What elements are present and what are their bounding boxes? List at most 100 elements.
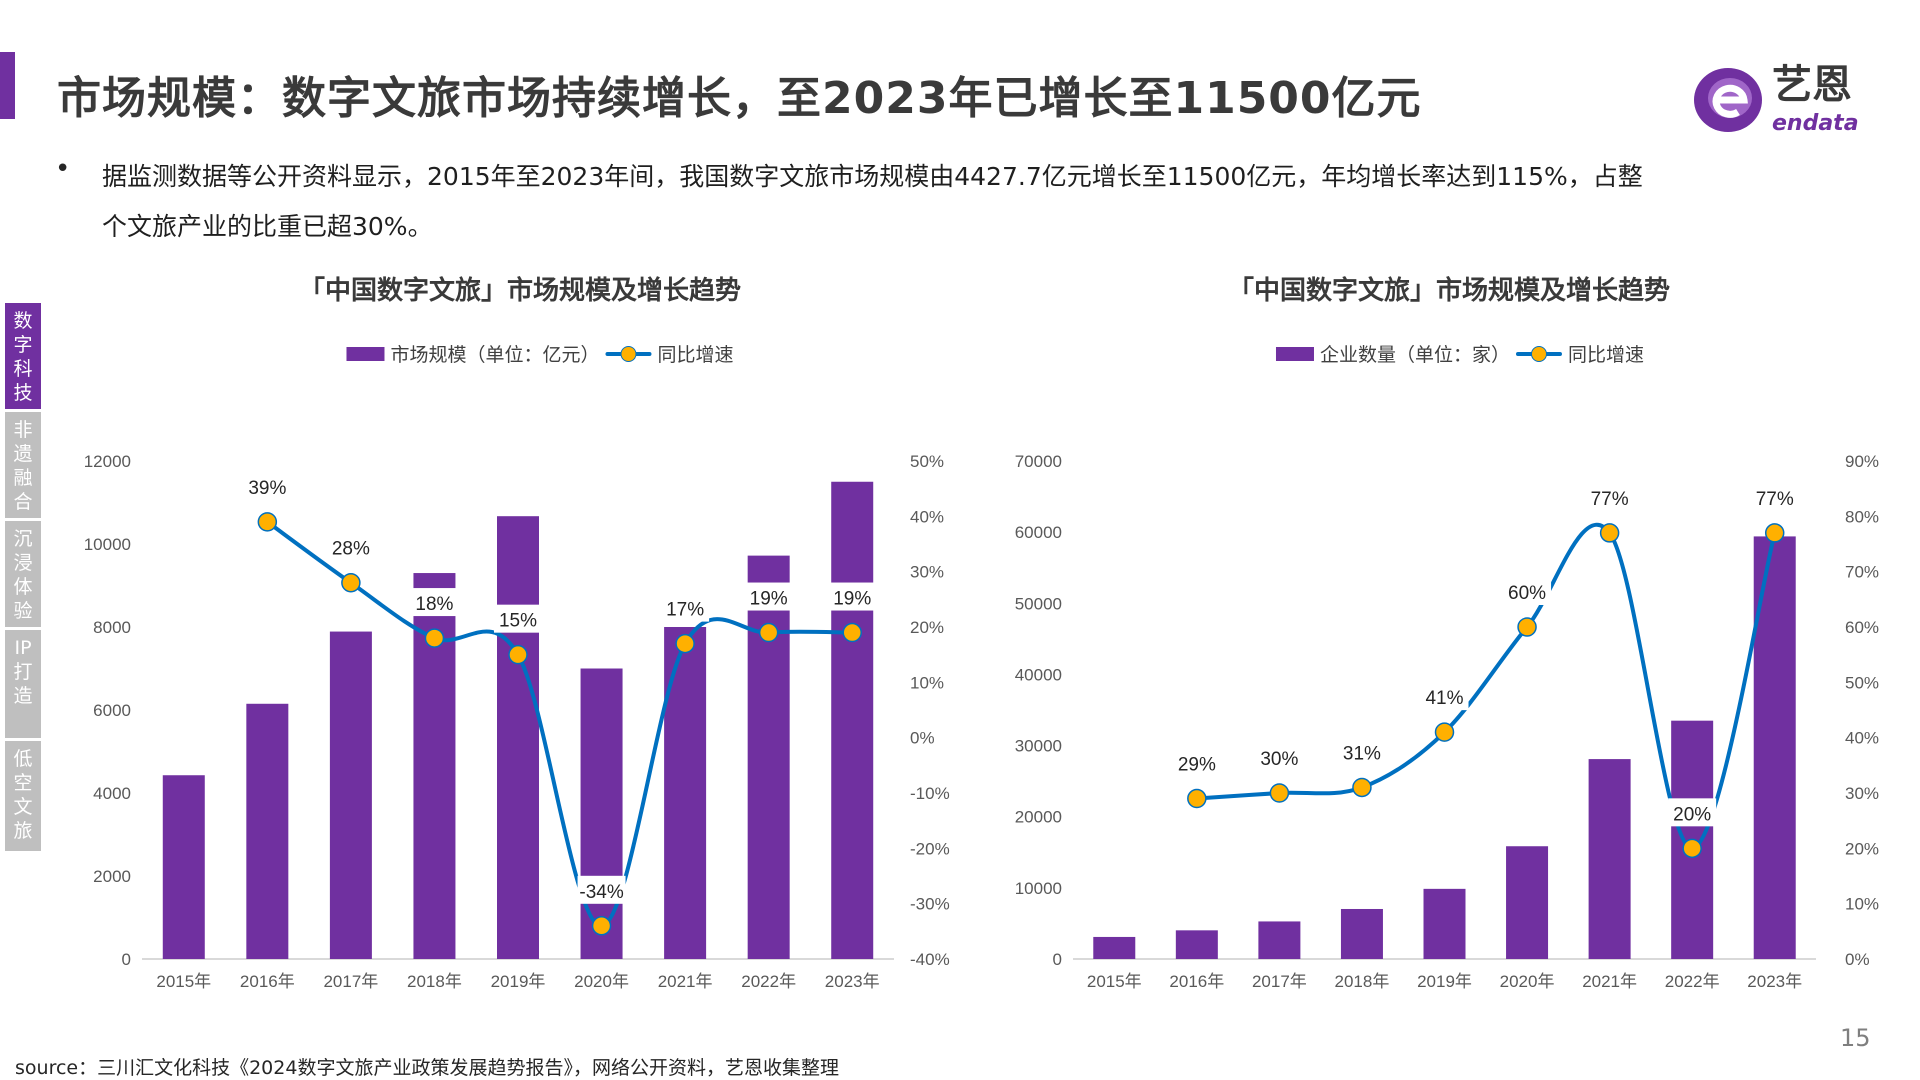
y-left-tick-label: 8000 — [93, 618, 131, 637]
bar — [1423, 888, 1466, 959]
growth-marker — [1352, 777, 1372, 798]
x-tick-label: 2018年 — [407, 972, 462, 991]
legend-bar-label: 市场规模（单位：亿元） — [390, 344, 600, 366]
data-label: 19% — [750, 589, 788, 610]
data-label-bg — [1668, 798, 1717, 827]
x-tick-label: 2023年 — [1747, 972, 1802, 991]
y-left-tick-label: 30000 — [1015, 737, 1062, 756]
growth-marker — [1187, 788, 1207, 809]
side-tab-digital-tech[interactable]: 数字科技 — [5, 303, 41, 409]
data-label: 77% — [1591, 489, 1629, 510]
x-tick-label: 2022年 — [1665, 972, 1720, 991]
x-tick-label: 2019年 — [491, 972, 546, 991]
y-right-tick-label: 40% — [1845, 729, 1879, 748]
x-tick-label: 2017年 — [323, 972, 378, 991]
data-label-bg — [1750, 482, 1799, 511]
y-right-tick-label: 90% — [1845, 452, 1879, 471]
data-label: 28% — [332, 539, 370, 560]
y-left-tick-label: 0 — [1053, 950, 1062, 969]
side-tab-immersive[interactable]: 沉浸体验 — [5, 521, 41, 627]
legend-bar-swatch — [1275, 346, 1314, 361]
growth-marker — [1764, 523, 1785, 543]
y-left-tick-label: 40000 — [1015, 665, 1062, 684]
chart1-title: 「中国数字文旅」市场规模及增长趋势 — [298, 276, 742, 306]
bar — [329, 631, 372, 959]
chart2-legend: 企业数量（单位：家） 同比增速 — [1275, 340, 1645, 367]
bar — [1175, 930, 1218, 959]
legend-line-label: 同比增速 — [1568, 344, 1645, 366]
x-tick-label: 2018年 — [1335, 972, 1390, 991]
growth-marker — [675, 633, 695, 654]
growth-marker — [1517, 617, 1537, 637]
data-label-bg — [410, 588, 459, 617]
y-right-tick-label: 40% — [910, 507, 944, 526]
source-note: source：三川汇文化科技《2024数字文旅产业政策发展趋势报告》，网络公开资… — [15, 1057, 839, 1079]
data-label: 17% — [666, 600, 704, 621]
bullet-mark: • — [55, 154, 71, 184]
y-right-tick-label: 30% — [1845, 784, 1879, 803]
legend-bar-label: 企业数量（单位：家） — [1319, 344, 1510, 366]
bar — [1258, 921, 1301, 959]
data-label-bg — [1503, 577, 1552, 605]
y-left-tick-label: 6000 — [93, 701, 131, 720]
y-left-tick-label: 10000 — [1015, 879, 1062, 898]
y-left-tick-label: 10000 — [84, 535, 131, 554]
growth-marker — [341, 572, 361, 593]
x-tick-label: 2016年 — [240, 972, 295, 991]
y-left-tick-label: 0 — [122, 950, 131, 969]
x-tick-label: 2016年 — [1169, 972, 1224, 991]
data-label-bg — [243, 471, 292, 500]
y-right-tick-label: 70% — [1845, 563, 1879, 582]
y-right-tick-label: 10% — [910, 673, 944, 692]
data-label-bg — [1420, 682, 1469, 711]
page-title: 市场规模：数字文旅市场持续增长，至2023年已增长至11500亿元 — [57, 73, 1422, 124]
summary-paragraph: 据监测数据等公开资料显示，2015年至2023年间，我国数字文旅市场规模由442… — [102, 162, 1643, 241]
bar — [747, 555, 790, 959]
data-label: 18% — [415, 594, 453, 615]
y-right-tick-label: 0% — [1845, 950, 1870, 969]
growth-marker — [508, 644, 528, 665]
y-right-tick-label: 50% — [910, 452, 944, 471]
growth-line — [266, 520, 853, 928]
chart2-title: 「中国数字文旅」市场规模及增长趋势 — [1227, 276, 1671, 306]
legend-line-label: 同比增速 — [657, 344, 734, 366]
data-label-bg — [744, 582, 793, 611]
data-label-bg — [577, 875, 626, 904]
bar — [246, 703, 289, 959]
growth-marker — [1599, 523, 1620, 543]
side-tab-ip[interactable]: IP打造 — [5, 630, 41, 738]
y-right-tick-label: 10% — [1845, 895, 1879, 914]
y-right-tick-label: -30% — [910, 895, 950, 914]
side-tab-heritage[interactable]: 非遗融合 — [5, 412, 41, 518]
growth-marker — [1682, 838, 1702, 859]
data-label: 41% — [1425, 688, 1463, 709]
y-left-tick-label: 20000 — [1015, 808, 1062, 827]
growth-marker — [257, 512, 278, 532]
y-right-tick-label: 80% — [1845, 507, 1879, 526]
bar — [497, 516, 539, 959]
logo-subtext: endata — [1772, 111, 1859, 135]
x-tick-label: 2015年 — [1087, 972, 1142, 991]
bar — [162, 775, 205, 959]
data-label: 20% — [1673, 804, 1711, 825]
bar — [1506, 846, 1549, 959]
data-label: 15% — [499, 611, 537, 632]
data-label: 77% — [1756, 489, 1794, 510]
data-label: 19% — [833, 589, 871, 610]
data-label-bg — [828, 582, 877, 611]
y-right-tick-label: 0% — [910, 729, 935, 748]
growth-marker — [591, 916, 612, 936]
chart1-legend: 市场规模（单位：亿元） 同比增速 — [346, 340, 734, 367]
y-left-tick-label: 70000 — [1015, 452, 1062, 471]
data-label: 39% — [248, 478, 286, 499]
x-tick-label: 2020年 — [574, 972, 629, 991]
data-label-bg — [661, 593, 710, 622]
y-right-tick-label: 20% — [1845, 839, 1879, 858]
data-label: -34% — [579, 882, 623, 903]
bar — [1588, 759, 1631, 959]
x-tick-label: 2021年 — [1582, 972, 1637, 991]
y-right-tick-label: 30% — [910, 563, 944, 582]
side-tab-low-altitude[interactable]: 低空文旅 — [5, 741, 41, 851]
bar — [1093, 936, 1136, 959]
x-tick-label: 2022年 — [741, 972, 796, 991]
